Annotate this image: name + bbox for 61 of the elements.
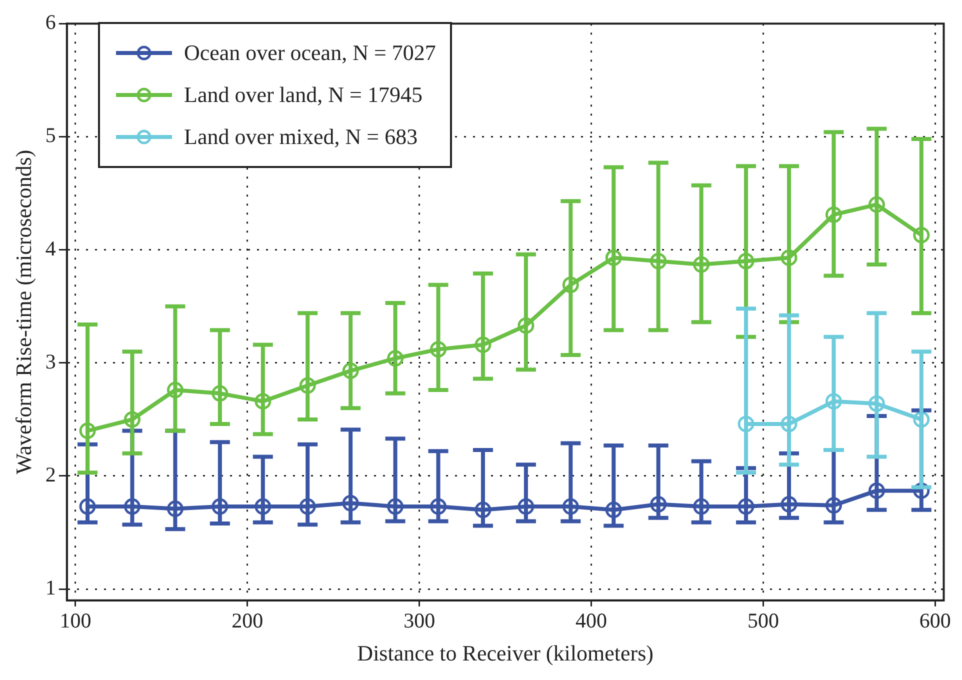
point <box>693 498 710 515</box>
point <box>166 382 184 398</box>
point <box>780 249 798 266</box>
y-tick-label: 6 <box>45 10 56 34</box>
point <box>342 362 359 380</box>
point <box>79 422 96 440</box>
y-tick-label: 1 <box>45 576 56 600</box>
x-tick-label: 300 <box>404 608 436 633</box>
y-tick-label: 3 <box>45 349 56 374</box>
point <box>430 341 447 358</box>
x-tick-label: 400 <box>576 608 608 633</box>
point <box>212 498 228 515</box>
point <box>518 317 534 334</box>
x-tick-label: 200 <box>232 608 264 633</box>
point <box>124 498 140 515</box>
point <box>387 498 404 515</box>
point <box>342 494 359 512</box>
x-tick-label: 500 <box>747 608 779 633</box>
y-tick-label: 4 <box>45 236 56 260</box>
x-tick-label: 600 <box>919 608 951 633</box>
point <box>166 500 184 518</box>
point <box>780 496 798 513</box>
point <box>825 206 842 223</box>
point <box>562 276 579 294</box>
point <box>605 502 622 518</box>
point <box>254 393 272 410</box>
point <box>562 498 579 515</box>
point <box>650 252 667 270</box>
point <box>738 252 754 270</box>
point <box>254 498 272 515</box>
point <box>913 226 930 244</box>
point <box>738 498 754 515</box>
point <box>605 249 622 266</box>
point <box>430 498 447 515</box>
point <box>693 256 710 273</box>
x-axis-title: Distance to Receiver (kilometers) <box>357 640 654 666</box>
point <box>299 498 316 515</box>
point <box>868 482 885 499</box>
point <box>868 196 885 213</box>
legend-label: Land over mixed, N = 683 <box>184 124 418 150</box>
y-axis-title: Waveform Rise-time (microseconds) <box>10 150 36 474</box>
point <box>650 496 667 513</box>
y-tick-label: 2 <box>45 462 56 487</box>
legend-label: Land over land, N = 17945 <box>184 82 422 108</box>
point <box>780 416 798 432</box>
point <box>474 502 492 518</box>
x-tick-label: 100 <box>60 608 92 633</box>
point <box>913 411 930 428</box>
point <box>825 393 842 410</box>
point <box>212 385 228 402</box>
point <box>387 350 404 367</box>
point <box>738 416 754 432</box>
legend-label: Ocean over ocean, N = 7027 <box>184 40 436 66</box>
y-tick-label: 5 <box>45 123 56 148</box>
point <box>474 336 492 354</box>
point <box>299 377 316 394</box>
point <box>518 498 534 515</box>
point <box>124 411 140 428</box>
point <box>825 497 842 514</box>
point <box>868 395 885 412</box>
point <box>79 498 96 515</box>
